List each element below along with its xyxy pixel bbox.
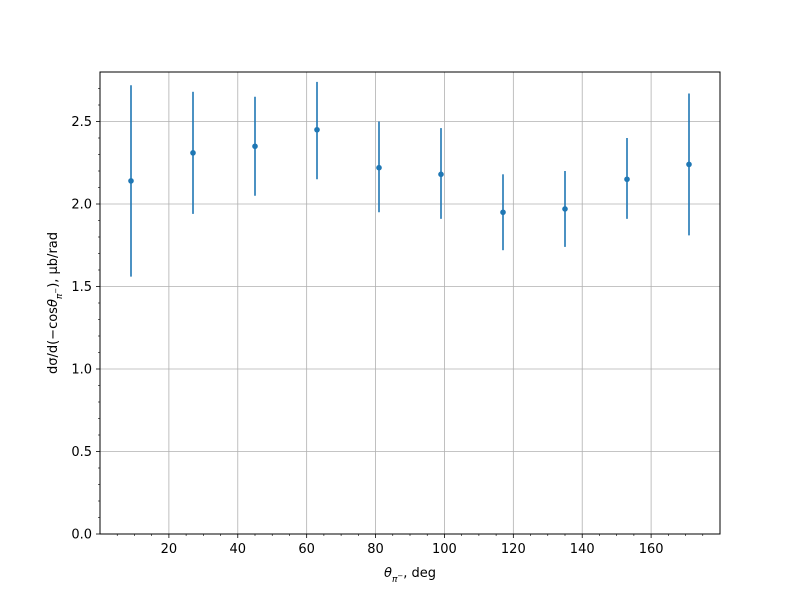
data-point bbox=[500, 209, 506, 216]
data-point bbox=[190, 150, 196, 156]
x-axis-label: θπ−, deg bbox=[384, 566, 436, 585]
grid bbox=[100, 72, 720, 535]
data-series bbox=[128, 81, 692, 277]
x-tick-label: 20 bbox=[161, 542, 178, 557]
data-point bbox=[376, 164, 382, 171]
y-tick-label: 0.0 bbox=[71, 528, 92, 543]
data-point bbox=[624, 176, 630, 183]
x-tick-label: 160 bbox=[639, 542, 664, 557]
y-tick-label: 1.5 bbox=[71, 280, 92, 295]
x-tick-label: 40 bbox=[230, 542, 247, 557]
y-axis-label: dσ/d(−cosθπ−), μb/rad bbox=[46, 232, 65, 374]
x-tick-label: 80 bbox=[367, 542, 384, 557]
y-tick-label: 1.0 bbox=[71, 363, 92, 378]
ticks bbox=[96, 88, 704, 538]
x-tick-label: 140 bbox=[570, 542, 595, 557]
data-point bbox=[128, 178, 134, 184]
y-tick-label: 2.0 bbox=[71, 198, 92, 213]
tick-labels: 20 40 60 80 100 120 140 160 0.0 0.5 1.0 1.5 2.0 2.5 bbox=[71, 115, 663, 557]
x-tick-label: 120 bbox=[501, 542, 526, 557]
y-tick-label: 0.5 bbox=[71, 445, 92, 460]
data-point bbox=[686, 161, 692, 168]
y-tick-label: 2.5 bbox=[71, 115, 92, 130]
x-tick-label: 100 bbox=[432, 542, 457, 557]
data-point bbox=[314, 126, 320, 133]
data-point bbox=[438, 171, 444, 178]
data-point bbox=[252, 143, 258, 150]
x-tick-label: 60 bbox=[298, 542, 315, 557]
data-point bbox=[562, 206, 568, 212]
